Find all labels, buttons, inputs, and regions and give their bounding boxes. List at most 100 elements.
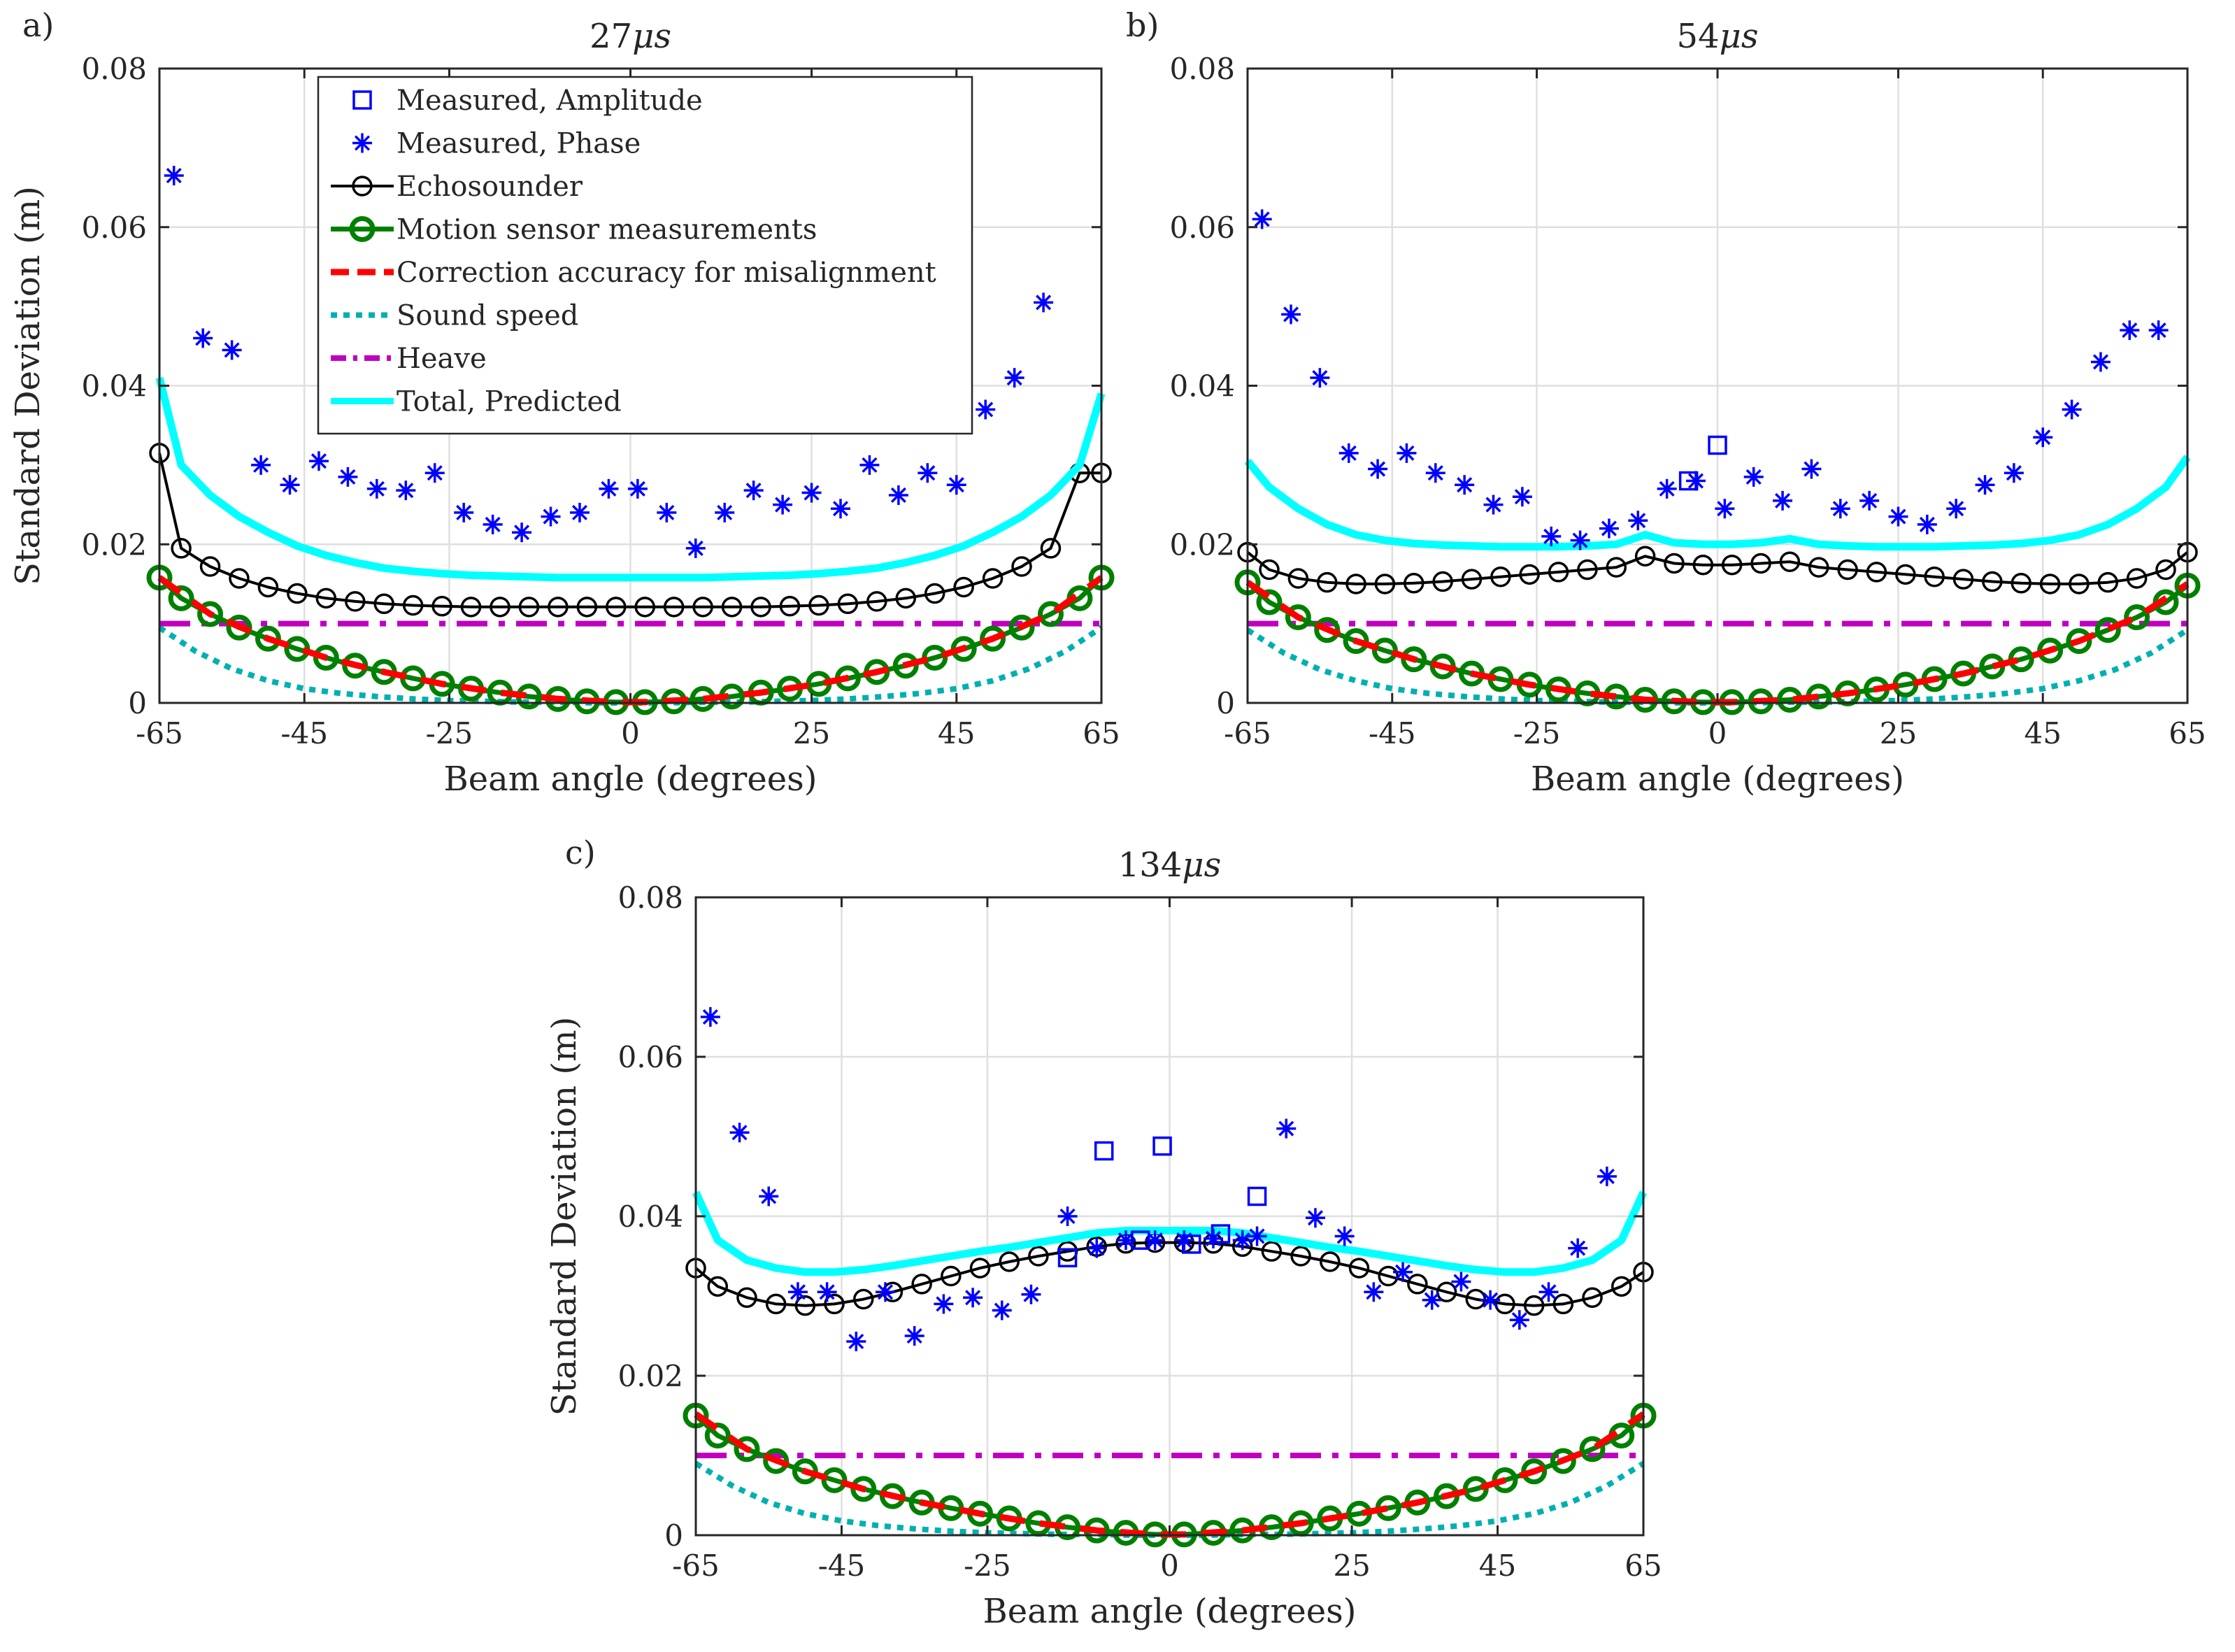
asterisk-stroke	[1395, 1264, 1411, 1280]
point-phase	[2062, 399, 2082, 420]
point-echosounder	[1664, 553, 1685, 574]
panel-title-value: 27	[590, 17, 632, 56]
point-phase	[1425, 463, 1445, 483]
point-echosounder	[518, 597, 540, 618]
asterisk-stroke	[1254, 211, 1270, 227]
point-echosounder	[1519, 564, 1540, 585]
legend-swatch	[352, 90, 372, 110]
x-tick-label: -45	[818, 1548, 866, 1583]
point-phase	[2004, 463, 2024, 483]
point-phase	[1281, 304, 1301, 325]
point-motion	[1008, 614, 1035, 641]
point-phase	[1773, 490, 1793, 511]
panel-tag: c)	[565, 834, 596, 871]
point-phase	[1276, 1118, 1297, 1139]
point-phase	[1480, 1290, 1501, 1310]
asterisk-stroke	[687, 540, 704, 556]
panel-title: 54μs	[1677, 17, 1759, 56]
y-tick-label: 0.06	[1169, 211, 1235, 245]
point-phase	[424, 463, 445, 483]
point-echosounder	[1490, 566, 1511, 588]
point-echosounder	[402, 594, 424, 616]
asterisk-stroke	[1147, 1232, 1163, 1248]
asterisk-stroke	[1485, 497, 1501, 513]
point-echosounder	[794, 1295, 816, 1316]
point-echosounder	[606, 597, 627, 618]
y-tick-label: 0.04	[617, 1199, 683, 1234]
point-phase	[700, 1007, 720, 1027]
legend-swatch-marker	[352, 176, 373, 197]
point-echosounder	[1750, 553, 1771, 574]
legend-label: Correction accuracy for misalignment	[397, 257, 936, 289]
asterisk-stroke	[2035, 429, 2051, 446]
point-phase	[251, 455, 271, 475]
point-echosounder	[576, 597, 598, 618]
point-phase	[1393, 1262, 1413, 1282]
point-phase	[1338, 443, 1359, 463]
point-phase	[1597, 1167, 1617, 1186]
point-echosounder	[692, 597, 713, 618]
point-phase	[1509, 1310, 1529, 1330]
point-echosounder	[1316, 571, 1338, 593]
point-echosounder	[721, 597, 743, 618]
panel-tag: b)	[1126, 6, 1159, 44]
point-phase	[2148, 320, 2169, 341]
asterisk-stroke	[1059, 1208, 1076, 1225]
point-phase	[280, 475, 300, 495]
point-echosounder	[736, 1287, 757, 1309]
point-phase	[963, 1288, 983, 1308]
point-phase	[1801, 459, 1822, 479]
point-phase	[657, 502, 677, 522]
point-amplitude	[1094, 1141, 1114, 1161]
asterisk-stroke	[1630, 513, 1646, 529]
point-phase	[541, 506, 561, 527]
asterisk-stroke	[514, 525, 530, 541]
point-echosounder	[229, 568, 250, 589]
point-echosounder	[1348, 1258, 1370, 1279]
point-phase	[830, 499, 850, 519]
point-echosounder	[1040, 538, 1062, 559]
panel-b: -65 -45 -25 0 25 45 65 0 0.02 0.04 0.06 0.08 Beam an…	[1126, 6, 2206, 799]
point-phase	[1334, 1226, 1355, 1246]
point-phase	[1657, 478, 1677, 499]
point-phase	[1451, 1272, 1471, 1292]
point-motion	[168, 585, 194, 611]
legend-swatch	[352, 133, 372, 153]
point-echosounder	[2097, 571, 2119, 593]
point-phase	[1368, 459, 1388, 479]
point-echosounder	[1837, 559, 1858, 581]
x-tick-label: 0	[621, 716, 640, 750]
asterisk-stroke	[1249, 1228, 1265, 1244]
point-motion	[1285, 604, 1311, 631]
panel-c: -65 -45 -25 0 25 45 65 0 0.02 0.04 0.06 0.08 Beam an…	[545, 834, 1662, 1631]
asterisk-stroke	[1717, 501, 1733, 517]
point-phase	[1174, 1230, 1194, 1251]
y-tick-label: 0.06	[81, 211, 147, 245]
legend-item-soundspeed: Sound speed	[331, 300, 578, 332]
point-phase	[1397, 443, 1417, 463]
point-echosounder	[1582, 1287, 1603, 1309]
point-echosounder	[824, 1293, 845, 1315]
point-echosounder	[2011, 573, 2032, 594]
point-echosounder	[1320, 1251, 1341, 1272]
asterisk-stroke	[2150, 322, 2166, 339]
y-axis-label: Standard Deviation (m)	[8, 186, 48, 585]
asterisk-stroke	[1541, 1284, 1557, 1300]
asterisk-stroke	[340, 469, 356, 485]
asterisk-stroke	[1659, 480, 1675, 497]
asterisk-stroke	[1599, 1168, 1615, 1185]
x-axis-label: Beam angle (degrees)	[1531, 760, 1904, 799]
point-echosounder	[1721, 554, 1743, 576]
y-tick-label: 0.02	[617, 1359, 683, 1393]
point-echosounder	[1290, 1246, 1311, 1267]
asterisk-stroke	[775, 497, 791, 513]
point-phase	[454, 502, 474, 522]
asterisk-stroke	[1312, 370, 1328, 386]
point-motion	[1256, 589, 1283, 615]
asterisk-stroke	[1118, 1232, 1134, 1248]
point-amplitude	[1152, 1136, 1172, 1156]
point-amplitude	[1057, 1248, 1078, 1268]
asterisk-stroke	[659, 504, 675, 520]
asterisk-stroke	[1572, 532, 1588, 548]
